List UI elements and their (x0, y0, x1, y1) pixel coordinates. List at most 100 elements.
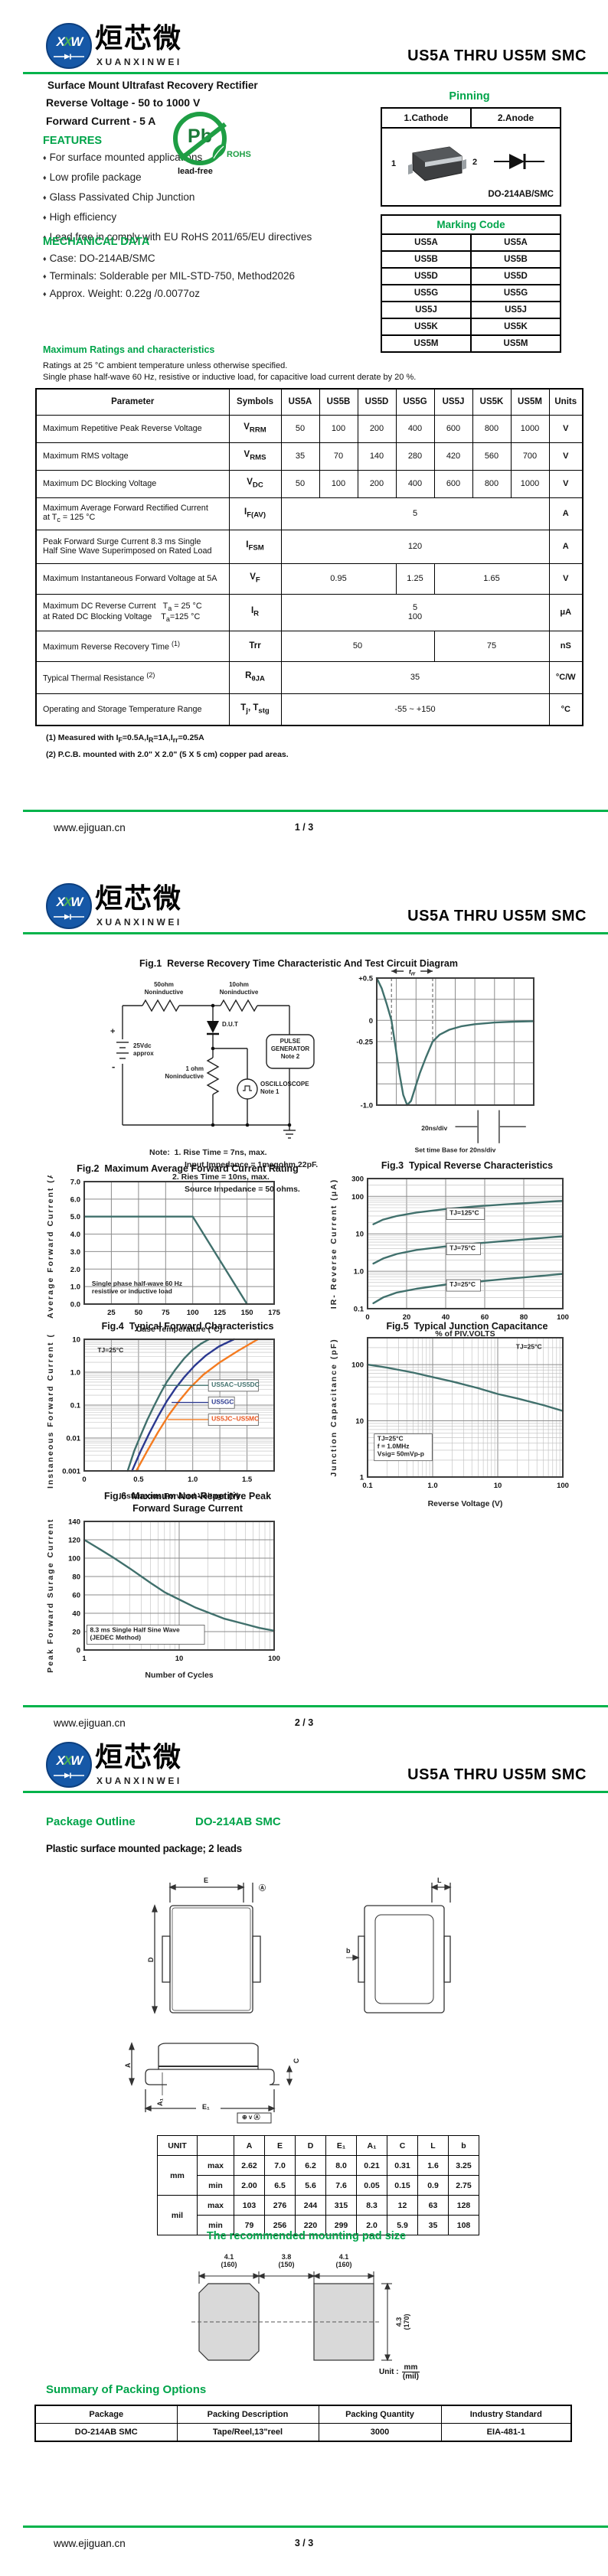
list-item: 2. Ries Time = 10ns, max. (172, 1172, 270, 1182)
fig5-chart: 0.1 1.0 10 100 100 10 1 Reverse Voltage (V) Junc… (328, 1332, 574, 1511)
dim-header-cell: E (264, 2135, 296, 2156)
brand-logo-icon: XXW (46, 883, 92, 929)
pad-unit-note: Unit : mm (mil) (379, 2363, 420, 2381)
header-rule-3 (23, 1791, 608, 1793)
dim-header-cell: E₁ (325, 2135, 357, 2156)
bullet-icon: ♦ (43, 233, 47, 241)
dim-value-cell: 2.00 (234, 2175, 265, 2196)
value-cell: 5 (280, 497, 550, 530)
bullet-icon: ♦ (43, 194, 47, 201)
svg-text:40: 40 (442, 1313, 450, 1322)
symbol-cell: Tj, Tstg (228, 693, 282, 726)
svg-text:125: 125 (214, 1309, 227, 1317)
page-1: XXW 烜芯微 XUANXINWEI US5A THRU US5M SMC Su… (0, 0, 608, 859)
marking-row: US5A US5A (382, 235, 560, 252)
svg-text:trr: trr (409, 968, 417, 977)
value-cell: 70 (319, 442, 358, 471)
pad-dim-mid: 3.8 (150) (278, 2253, 295, 2268)
list-item: ♦ Terminals: Solderable per MIL-STD-750, … (43, 270, 296, 282)
symbol-cell: IFSM (228, 529, 282, 564)
packing-header-cell: Package (34, 2405, 178, 2424)
packing-cell: DO-214AB SMC (34, 2423, 178, 2442)
pinning-heading: Pinning (449, 90, 490, 103)
footnote-2: (2) P.C.B. mounted with 2.0" X 2.0" (5 X… (46, 750, 289, 759)
ratings-row: Maximum Repetitive Peak Reverse Voltage V… (35, 414, 583, 443)
dim-value-cell: 35 (417, 2215, 449, 2235)
dim-value-cell: 3.25 (448, 2155, 479, 2176)
marking-part: US5A (414, 238, 438, 247)
ratings-table: Parameter Symbols US5A US5B US5D US5G US5J US5K… (35, 388, 583, 726)
pulse-generator-label: PULSE GENERATOR Note 2 (270, 1038, 310, 1060)
svg-text:1.0: 1.0 (188, 1475, 198, 1484)
dim-value-cell: 220 (295, 2215, 326, 2235)
svg-text:0: 0 (77, 1647, 80, 1655)
mounting-pad-svg (191, 2271, 392, 2362)
svg-text:-0.25: -0.25 (356, 1039, 373, 1047)
svg-text:5.0: 5.0 (70, 1213, 80, 1221)
footer-page-2: 2 / 3 (294, 1717, 314, 1728)
svg-text:0.0: 0.0 (70, 1301, 80, 1309)
svg-text:0.1: 0.1 (362, 1482, 373, 1490)
ratings-heading: Maximum Ratings and characteristics (43, 344, 215, 355)
brand-logo-icon: XXW (46, 23, 92, 69)
svg-text:10: 10 (72, 1336, 80, 1345)
footer-rule-3 (23, 2525, 608, 2528)
pin1-label: 1.Cathode (404, 112, 449, 123)
dim-value-cell: 2.75 (448, 2175, 479, 2196)
pinning-body: 1 2 DO-214AB/SMC (382, 129, 560, 202)
ratings-row: Peak Forward Surge Current 8.3 ms Single… (35, 529, 583, 564)
ratings-row: Maximum Average Forward Rectified Curren… (35, 497, 583, 530)
pad-dim-left: 4.1 (160) (221, 2253, 237, 2268)
svg-text:1: 1 (360, 1474, 364, 1482)
packing-cell: 3000 (318, 2423, 442, 2442)
value-cell: 1000 (510, 414, 550, 443)
brand-name-en: XUANXINWEI (96, 57, 182, 67)
value-cell: 200 (357, 469, 397, 498)
logo-diode-icon (54, 54, 84, 60)
profile-view-drawing: A A₁ E₁ C ⊕ v Ⓐ (123, 2036, 314, 2131)
svg-text:4.0: 4.0 (70, 1231, 80, 1239)
dim-value-cell: 103 (234, 2195, 265, 2216)
pad-size-heading: The recommended mounting pad size (206, 2230, 407, 2242)
svg-text:TJ=25°C: TJ=25°C (449, 1280, 476, 1288)
dim-key-cell: min (197, 2175, 234, 2196)
dim-C-label: C (293, 2058, 300, 2064)
svg-text:60: 60 (481, 1313, 489, 1322)
svg-text:0: 0 (369, 1017, 373, 1026)
marking-part: US5K (414, 322, 438, 331)
dim-header-cell: A₁ (356, 2135, 387, 2156)
packing-row: DO-214AB SMC Tape/Reel,13"reel 3000 EIA-481… (34, 2423, 572, 2442)
pin1-number: 1 (391, 159, 397, 168)
fig1-title: Fig.1 Reverse Recovery Time Characterist… (139, 958, 458, 969)
unit-cell: V (548, 469, 583, 498)
chart-svg: 0 20 40 60 80 100 300 100 10 1.0 0.1 % of PIV.VOLTS… (329, 1176, 569, 1339)
ratings-header-cell: Symbols (228, 388, 282, 416)
fig1-waveform-chart: trr +0.5 0 -0.25 -1.0 20ns/div Set time Base f… (343, 958, 544, 1156)
ratings-header-cell: Parameter (35, 388, 230, 416)
value-cell: 100 (319, 414, 358, 443)
side-view-svg (346, 1883, 452, 2014)
dim-value-cell: 256 (264, 2215, 296, 2235)
svg-text:6.0: 6.0 (70, 1195, 80, 1204)
svg-text:60: 60 (72, 1592, 80, 1600)
packing-header-cell: Packing Description (176, 2405, 319, 2424)
value-cell: 35 (280, 660, 550, 694)
svg-text:Set time Base for 20ns/div: Set time Base for 20ns/div (415, 1146, 496, 1153)
mechanical-list: ♦ Case: DO-214AB/SMC ♦ Terminals: Solderabl… (43, 253, 349, 305)
svg-text:100: 100 (557, 1482, 569, 1490)
marking-part: US5D (414, 272, 438, 281)
svg-text:Vsig= 50mVp-p: Vsig= 50mVp-p (378, 1450, 424, 1458)
brand-name-en: XUANXINWEI (96, 1775, 182, 1786)
pad-dim-height: 4.3 (170) (395, 2314, 410, 2330)
dim-header-cell (197, 2135, 234, 2156)
marking-row: US5M US5M (382, 336, 560, 351)
svg-text:80: 80 (520, 1313, 528, 1322)
marking-part: US5M (414, 339, 439, 348)
unit-mil: (mil) (402, 2372, 419, 2381)
value-cell: 400 (395, 414, 435, 443)
ratings-row: Maximum DC Reverse Current Ta = 25 °C at … (35, 593, 583, 631)
value-cell: 50 (280, 414, 320, 443)
dim-A-datum-label: Ⓐ (259, 1884, 266, 1892)
